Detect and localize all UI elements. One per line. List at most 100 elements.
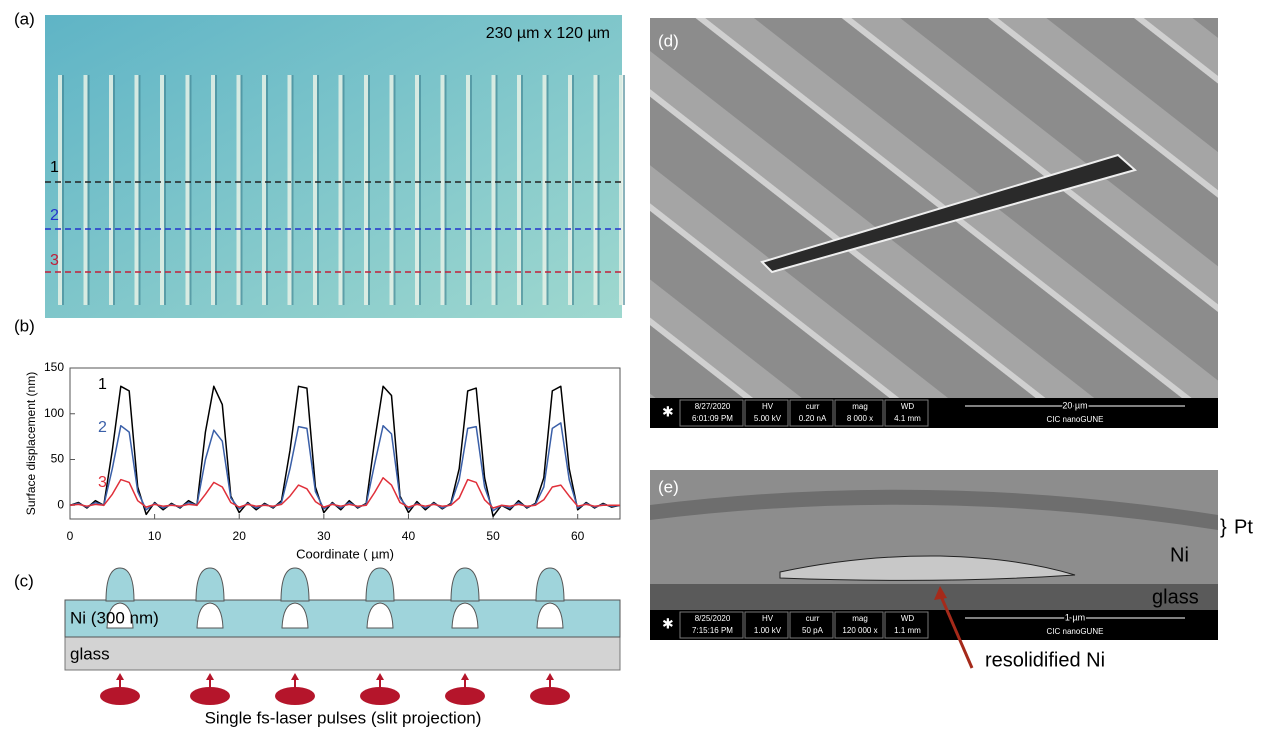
info-top: WD [901, 614, 915, 623]
stripe-shadow [139, 75, 141, 305]
scale-label: 1 µm [1065, 612, 1085, 622]
stripe-shadow [623, 75, 625, 305]
chart: 0501001500102030405060Surface displaceme… [24, 360, 620, 561]
ni-label: Ni [1170, 544, 1189, 566]
institution: CIC nanoGUNE [1047, 627, 1104, 636]
y-tick-label: 0 [57, 497, 64, 511]
series-label: 1 [98, 376, 107, 393]
glass-region [650, 584, 1218, 610]
info-bottom: 6:01:09 PM [692, 414, 733, 423]
arrow-label: resolidified Ni [985, 649, 1105, 671]
stripe-shadow [470, 75, 472, 305]
info-top: curr [806, 614, 820, 623]
pulse-arrow-head [376, 673, 384, 680]
stripe [619, 75, 623, 305]
glass-layer [65, 637, 620, 670]
x-tick-label: 50 [486, 529, 500, 543]
stripe [390, 75, 394, 305]
panel-label: (d) [658, 31, 679, 50]
pt-label: Pt [1234, 516, 1253, 538]
brace: } [1220, 516, 1227, 538]
bump [366, 568, 394, 601]
stripe-shadow [547, 75, 549, 305]
x-tick-label: 0 [67, 529, 74, 543]
stripe [211, 75, 215, 305]
x-tick-label: 30 [317, 529, 331, 543]
info-top: HV [762, 614, 774, 623]
y-tick-label: 100 [44, 406, 64, 420]
stripe [517, 75, 521, 305]
info-top: WD [901, 402, 915, 411]
stripe-shadow [266, 75, 268, 305]
info-bottom: 1.1 mm [894, 626, 921, 635]
bump [451, 568, 479, 601]
stripe [543, 75, 547, 305]
line-label: 2 [50, 207, 59, 224]
x-tick-label: 60 [571, 529, 585, 543]
stripe-shadow [496, 75, 498, 305]
stripe-shadow [598, 75, 600, 305]
bump [196, 568, 224, 601]
panel-label: (c) [14, 571, 34, 590]
info-top: mag [852, 614, 868, 623]
bar-bg [650, 398, 1218, 428]
image-size: 230 µm x 120 µm [486, 25, 610, 42]
stripe [466, 75, 470, 305]
glass-label: glass [70, 644, 110, 663]
stripe [135, 75, 139, 305]
pulse-arrow-head [291, 673, 299, 680]
series-line [70, 478, 620, 508]
pulse-arrow-head [461, 673, 469, 680]
stripe-shadow [62, 75, 64, 305]
stripe [262, 75, 266, 305]
info-bottom: 7:15:16 PM [692, 626, 733, 635]
stripe [492, 75, 496, 305]
y-tick-label: 50 [51, 452, 65, 466]
institution: CIC nanoGUNE [1047, 415, 1104, 424]
stripe-shadow [343, 75, 345, 305]
series-label: 2 [98, 419, 107, 436]
sem-image [650, 18, 1218, 398]
stripe-shadow [113, 75, 115, 305]
stripe-shadow [445, 75, 447, 305]
line-label: 3 [50, 252, 59, 269]
series-label: 3 [98, 474, 107, 491]
stripe-shadow [164, 75, 166, 305]
stripe-shadow [292, 75, 294, 305]
panel-label: (b) [14, 316, 35, 335]
stripe [109, 75, 113, 305]
info-bottom: 8 000 x [847, 414, 873, 423]
stripe-shadow [394, 75, 396, 305]
bump [281, 568, 309, 601]
stripe-shadow [88, 75, 90, 305]
stripe [568, 75, 572, 305]
stripe-shadow [521, 75, 523, 305]
stripe-shadow [317, 75, 319, 305]
icon: ✱ [662, 404, 674, 420]
stripe [160, 75, 164, 305]
caption: Single fs-laser pulses (slit projection) [205, 708, 482, 727]
scale-label: 20 µm [1062, 400, 1087, 410]
stripe [288, 75, 292, 305]
y-axis-label: Surface displacement (nm) [24, 372, 38, 515]
panel-label: (e) [658, 477, 679, 496]
stripe [186, 75, 190, 305]
bump [536, 568, 564, 601]
icon: ✱ [662, 616, 674, 632]
glass-label: glass [1152, 586, 1199, 608]
x-tick-label: 10 [148, 529, 162, 543]
figure: (a) 230 µm x 120 µm 1 2 3 (b) 0501001500… [0, 0, 1262, 730]
stripe [84, 75, 88, 305]
line-label: 1 [50, 159, 59, 176]
stripe [313, 75, 317, 305]
info-bottom: 0.20 nA [799, 414, 827, 423]
pulse-arrow-head [546, 673, 554, 680]
x-tick-label: 20 [233, 529, 247, 543]
stripe [594, 75, 598, 305]
bump [106, 568, 134, 601]
stripe [58, 75, 62, 305]
bar-bg [650, 610, 1218, 640]
info-top: curr [806, 402, 820, 411]
stripe [441, 75, 445, 305]
